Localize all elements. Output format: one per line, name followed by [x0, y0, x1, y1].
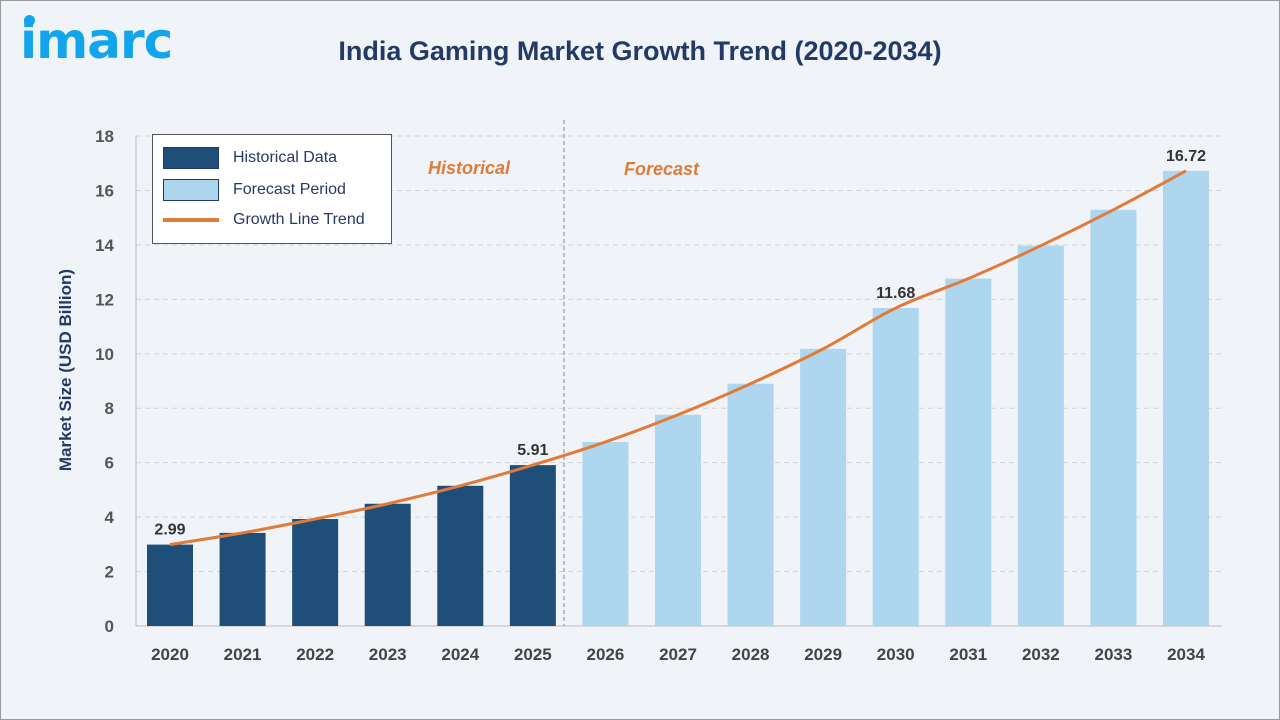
bar-2026: [582, 441, 629, 626]
x-tick-label: 2022: [296, 645, 334, 664]
y-tick-label: 2: [105, 563, 114, 582]
x-tick-label: 2028: [732, 645, 770, 664]
bar-2029: [800, 348, 847, 626]
legend-swatch-historical: [163, 147, 219, 169]
bar-2028: [727, 383, 774, 626]
data-label-2034: 16.72: [1166, 148, 1206, 165]
x-tick-label: 2031: [949, 645, 987, 664]
legend-label: Growth Line Trend: [233, 211, 365, 228]
growth-trend-line: [169, 169, 1187, 547]
bar-2030: [872, 308, 919, 626]
y-tick-label: 16: [95, 181, 114, 200]
x-tick-label: 2021: [224, 645, 262, 664]
y-tick-label: 14: [95, 236, 114, 255]
x-tick-label: 2025: [514, 645, 552, 664]
bar-2033: [1090, 209, 1137, 626]
chart-title: India Gaming Market Growth Trend (2020-2…: [338, 36, 942, 66]
x-tick-label: 2029: [804, 645, 842, 664]
x-tick-label: 2030: [877, 645, 915, 664]
data-label-2025: 5.91: [517, 442, 548, 459]
x-tick-label: 2034: [1167, 645, 1205, 664]
legend-item-forecast: Forecast Period: [163, 179, 346, 201]
y-tick-label: 10: [95, 345, 114, 364]
bar-2027: [655, 414, 701, 626]
bar-2020: [147, 544, 193, 626]
x-tick-label: 2020: [151, 645, 189, 664]
data-label-2030: 11.68: [876, 285, 915, 302]
legend-label: Historical Data: [233, 149, 338, 166]
bar-2031: [945, 278, 992, 626]
y-tick-label: 12: [95, 290, 114, 309]
x-tick-label: 2024: [441, 645, 479, 664]
y-tick-label: 0: [105, 617, 114, 636]
bar-2032: [1017, 245, 1064, 626]
bar-2034: [1163, 170, 1209, 626]
y-tick-label: 6: [105, 454, 114, 473]
bar-2023: [364, 503, 411, 626]
x-tick-label: 2027: [659, 645, 697, 664]
x-tick-label: 2026: [587, 645, 625, 664]
legend-item-growth-line: Growth Line Trend: [163, 211, 365, 229]
bar-2025: [509, 465, 556, 626]
bar-2021: [219, 532, 266, 626]
y-tick-label: 4: [105, 508, 115, 527]
x-tick-label: 2033: [1095, 645, 1133, 664]
y-tick-label: 18: [95, 127, 114, 146]
historical-annotation: Historical: [428, 158, 511, 178]
legend-label: Forecast Period: [233, 181, 346, 198]
bar-2022: [292, 519, 339, 626]
legend-swatch-line: [163, 218, 219, 222]
x-tick-label: 2023: [369, 645, 407, 664]
legend-item-historical: Historical Data: [163, 147, 337, 169]
x-tick-label: 2032: [1022, 645, 1060, 664]
legend: Historical Data Forecast Period Growth L…: [152, 134, 392, 244]
forecast-annotation: Forecast: [624, 159, 700, 179]
data-label-2020: 2.99: [154, 522, 185, 539]
imarc-logo: imarc: [20, 12, 173, 70]
bar-2024: [437, 485, 484, 626]
legend-swatch-forecast: [163, 179, 219, 201]
logo-dot: [24, 15, 35, 26]
y-tick-label: 8: [105, 399, 114, 418]
